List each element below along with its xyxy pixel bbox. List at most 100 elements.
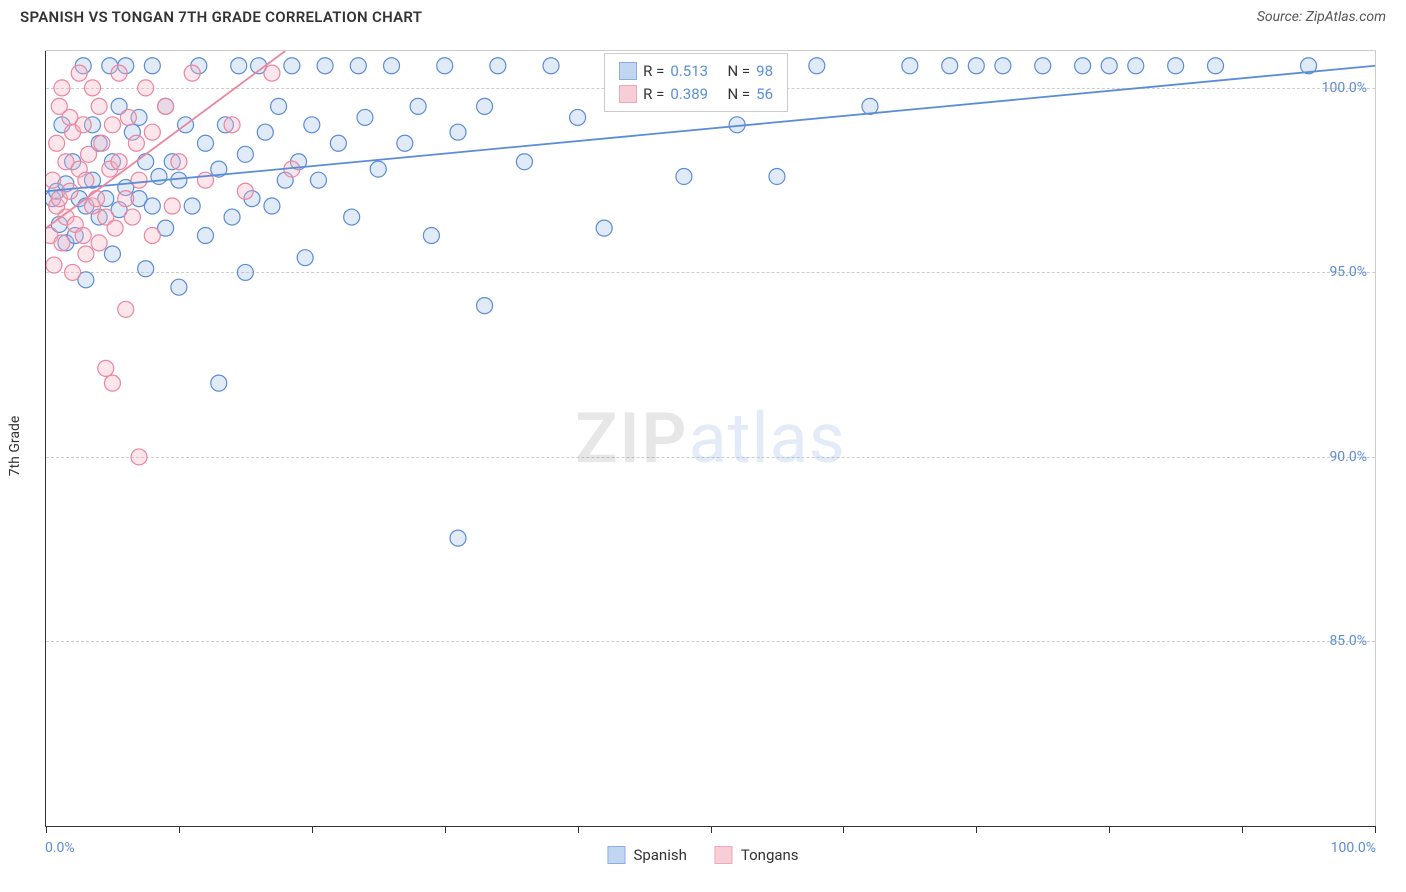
scatter-point: [357, 109, 373, 125]
scatter-point: [902, 58, 918, 74]
x-tick: [976, 826, 977, 833]
scatter-point: [1075, 58, 1091, 74]
scatter-point: [104, 117, 120, 133]
scatter-point: [224, 209, 240, 225]
scatter-point: [224, 117, 240, 133]
correlation-legend: R = 0.513 N = 98R = 0.389 N = 56: [604, 53, 788, 112]
x-tick: [711, 826, 712, 833]
scatter-point: [995, 58, 1011, 74]
scatter-point: [158, 98, 174, 114]
r-value: 0.513: [670, 60, 708, 83]
scatter-point: [111, 154, 127, 170]
scatter-point: [171, 154, 187, 170]
scatter-point: [477, 98, 493, 114]
scatter-point: [410, 98, 426, 114]
legend-item: Tongans: [715, 846, 799, 864]
scatter-point: [450, 530, 466, 546]
scatter-point: [85, 80, 101, 96]
x-tick: [1375, 826, 1376, 833]
scatter-point: [437, 58, 453, 74]
n-label: N =: [728, 60, 751, 83]
scatter-point: [304, 117, 320, 133]
scatter-point: [71, 65, 87, 81]
scatter-point: [164, 198, 180, 214]
scatter-point: [111, 65, 127, 81]
legend-series-name: Spanish: [633, 846, 686, 864]
x-tick: [46, 826, 47, 833]
scatter-svg: [46, 51, 1375, 826]
scatter-point: [46, 257, 62, 273]
scatter-point: [197, 135, 213, 151]
x-tick: [1242, 826, 1243, 833]
scatter-point: [184, 198, 200, 214]
x-tick: [843, 826, 844, 833]
scatter-point: [75, 228, 91, 244]
scatter-point: [211, 375, 227, 391]
r-label: R =: [643, 83, 664, 106]
scatter-point: [264, 198, 280, 214]
scatter-point: [98, 360, 114, 376]
scatter-point: [237, 264, 253, 280]
scatter-point: [104, 375, 120, 391]
scatter-point: [46, 172, 61, 188]
scatter-point: [54, 235, 70, 251]
scatter-point: [131, 172, 147, 188]
legend-swatch: [619, 85, 637, 103]
legend-swatch: [619, 62, 637, 80]
scatter-point: [104, 246, 120, 262]
scatter-point: [144, 124, 160, 140]
legend-swatch: [715, 846, 733, 864]
legend-series-name: Tongans: [741, 846, 799, 864]
scatter-point: [344, 209, 360, 225]
scatter-point: [118, 301, 134, 317]
x-tick: [578, 826, 579, 833]
scatter-point: [75, 117, 91, 133]
x-tick: [1109, 826, 1110, 833]
scatter-point: [370, 161, 386, 177]
scatter-point: [91, 235, 107, 251]
scatter-point: [450, 124, 466, 140]
scatter-point: [1128, 58, 1144, 74]
scatter-point: [257, 124, 273, 140]
scatter-point: [350, 58, 366, 74]
scatter-point: [423, 228, 439, 244]
scatter-point: [62, 183, 78, 199]
scatter-point: [237, 146, 253, 162]
scatter-point: [124, 209, 140, 225]
plot-area: ZIPatlas R = 0.513 N = 98R = 0.389 N = 5…: [45, 51, 1375, 827]
scatter-point: [310, 172, 326, 188]
scatter-point: [131, 449, 147, 465]
scatter-point: [596, 220, 612, 236]
series-legend: Spanish Tongans: [607, 846, 798, 864]
scatter-point: [384, 58, 400, 74]
legend-row: R = 0.389 N = 56: [619, 83, 773, 106]
scatter-point: [284, 58, 300, 74]
scatter-point: [144, 198, 160, 214]
x-axis-max-label: 100.0%: [1331, 840, 1376, 856]
y-axis-title: 7th Grade: [7, 416, 23, 477]
scatter-point: [144, 58, 160, 74]
scatter-point: [171, 172, 187, 188]
scatter-point: [91, 98, 107, 114]
x-tick: [445, 826, 446, 833]
scatter-point: [89, 191, 105, 207]
scatter-point: [297, 250, 313, 266]
scatter-point: [78, 172, 94, 188]
scatter-point: [490, 58, 506, 74]
scatter-point: [138, 80, 154, 96]
scatter-point: [477, 298, 493, 314]
n-value: 98: [756, 60, 773, 83]
scatter-point: [184, 65, 200, 81]
scatter-point: [1101, 58, 1117, 74]
scatter-point: [330, 135, 346, 151]
scatter-point: [968, 58, 984, 74]
scatter-point: [151, 168, 167, 184]
scatter-point: [144, 228, 160, 244]
scatter-point: [264, 65, 280, 81]
scatter-point: [49, 135, 65, 151]
scatter-point: [237, 183, 253, 199]
scatter-point: [543, 58, 559, 74]
scatter-point: [138, 154, 154, 170]
r-label: R =: [643, 60, 664, 83]
chart-title: SPANISH VS TONGAN 7TH GRADE CORRELATION …: [20, 8, 422, 26]
